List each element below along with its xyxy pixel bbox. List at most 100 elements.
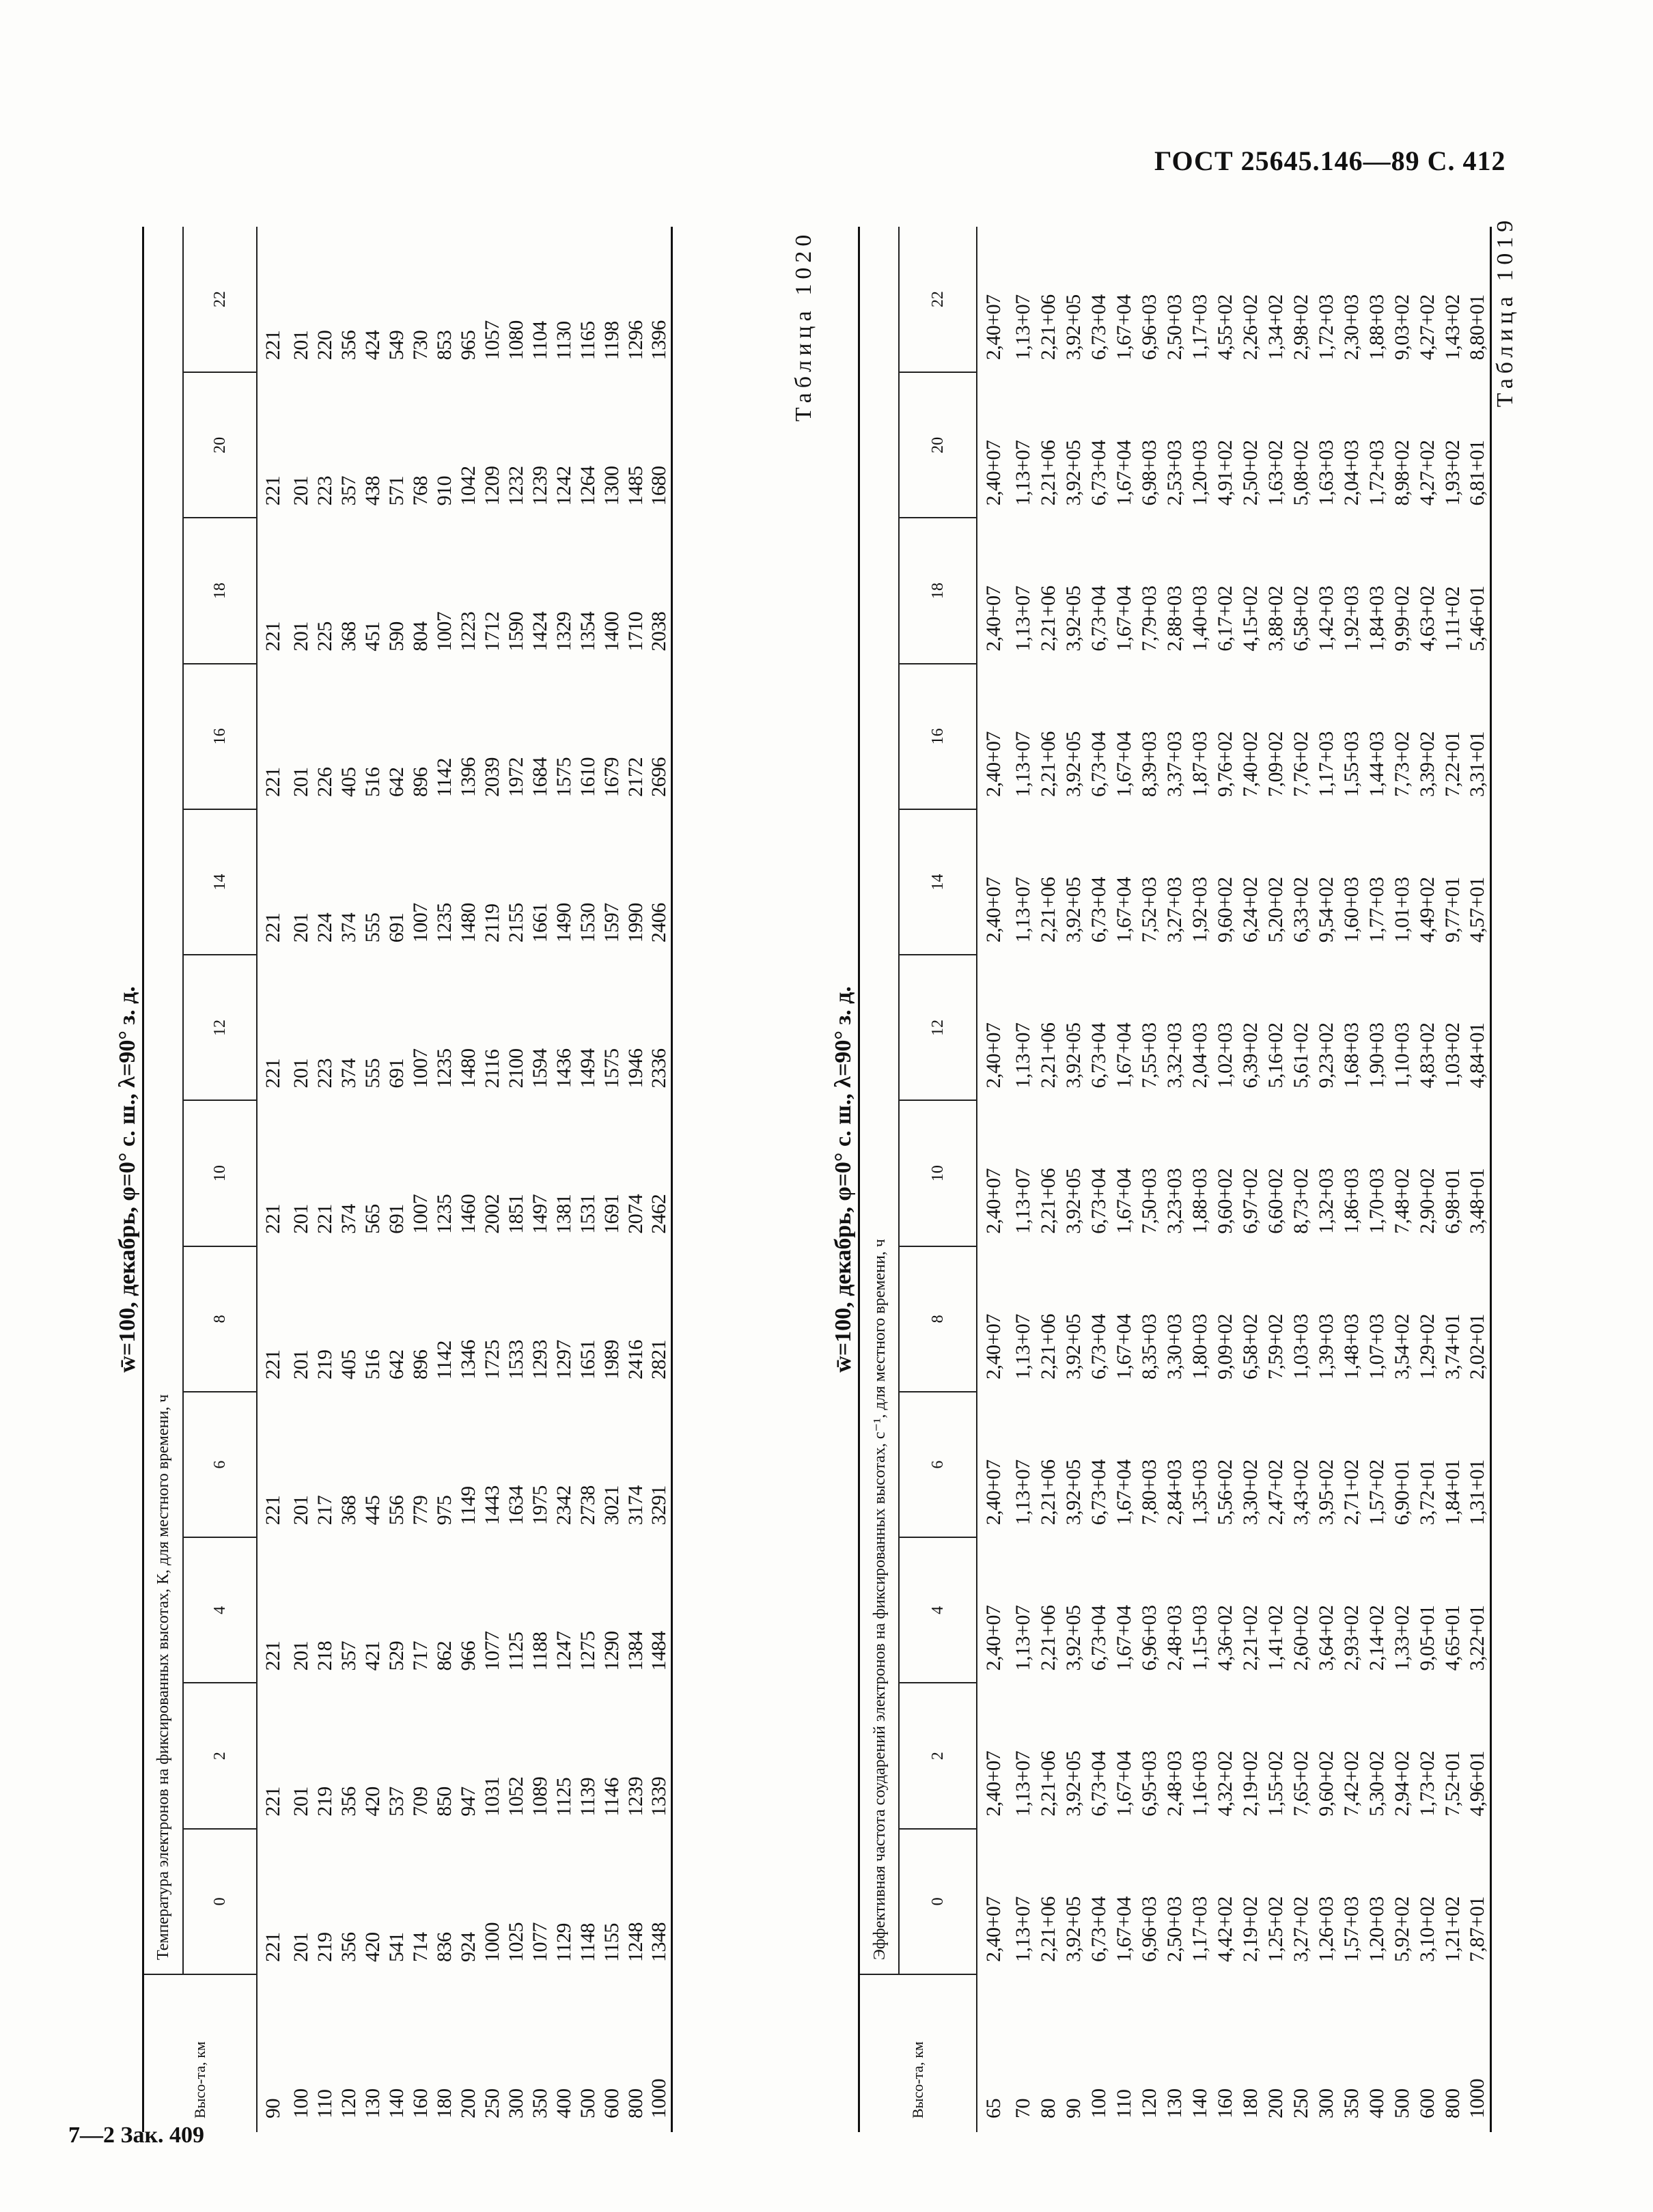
value-cell: 6,90+01 [1390,1459,1413,1526]
height-cell: 110 [313,2089,336,2118]
value-cell: 1436 [552,1048,575,1089]
value-cell: 6,33+02 [1289,877,1312,943]
value-cell: 4,15+02 [1238,585,1262,652]
value-cell: 4,36+02 [1213,1605,1236,1671]
data-row: 600 3,10+02 1,73+02 9,05+01 3,72+01 1,29+02 2,… [1415,227,1440,2132]
value-cell: 4,27+02 [1415,294,1439,361]
value-cell: 6,58+02 [1289,585,1312,652]
value-cell: 1679 [600,757,623,797]
value-cell: 3,48+01 [1465,1168,1488,1234]
value-cell: 804 [408,621,432,652]
height-cell: 500 [1390,2088,1413,2119]
height-cell: 65 [982,2099,1005,2118]
value-cell: 1000 [480,1922,503,1962]
value-cell: 7,80+03 [1137,1459,1161,1526]
value-cell: 9,60+02 [1213,877,1236,943]
height-cell: 400 [1365,2088,1388,2119]
hour-header: 18 [183,518,257,664]
value-cell: 1,67+04 [1112,877,1135,943]
value-cell: 1972 [504,757,527,797]
value-cell: 1,63+03 [1314,440,1337,506]
value-cell: 836 [432,1932,456,1963]
value-cell: 1396 [456,757,480,797]
table-body: 90 221 221 221 221 221 221 221 221 221 221 221 221 10… [257,227,672,2132]
value-cell: 2821 [648,1340,670,1380]
value-cell: 1,93+02 [1441,440,1464,506]
value-cell: 1129 [552,1923,575,1962]
hour-header: 18 [899,518,977,664]
value-cell: 590 [385,621,408,652]
height-cell: 90 [262,2099,284,2118]
table-head: Высо-та, км Эффективная частота соударени… [859,227,977,2132]
footer: 7—2 Зак. 409 [68,2123,205,2148]
data-row: 500 1148 1139 1275 2738 1651 1531 1494 1530 1610 1… [576,227,600,2132]
value-cell: 3,37+03 [1163,731,1186,797]
value-cell: 1,02+03 [1213,1022,1236,1089]
value-cell: 6,73+04 [1087,1022,1110,1089]
value-cell: 1346 [456,1340,480,1380]
value-cell: 1146 [600,1777,623,1817]
value-cell: 1,67+04 [1112,1022,1135,1089]
value-cell: 7,42+02 [1339,1750,1363,1817]
value-cell: 357 [337,1641,360,1671]
value-cell: 356 [337,1787,360,1817]
value-cell: 1480 [456,1048,480,1089]
value-cell: 220 [313,330,336,361]
value-cell: 5,30+02 [1365,1750,1388,1817]
value-cell: 6,95+03 [1137,1750,1161,1817]
height-cell: 250 [480,2088,503,2119]
value-cell: 1007 [432,611,456,652]
table-label: Таблица 1020 [791,229,816,422]
value-cell: 2038 [648,611,670,652]
value-cell: 1,68+03 [1339,1022,1363,1089]
value-cell: 1149 [456,1486,480,1526]
value-cell: 1148 [576,1923,599,1962]
value-cell: 1484 [648,1631,670,1671]
table-caption: Эффективная частота соударений электроно… [859,227,899,1974]
value-cell: 221 [262,476,284,506]
value-cell: 1297 [552,1340,575,1380]
value-cell: 2002 [480,1194,503,1234]
value-cell: 1,57+03 [1339,1896,1363,1962]
value-cell: 221 [262,767,284,798]
value-cell: 1,34+02 [1264,294,1287,361]
value-cell: 1975 [528,1485,551,1526]
data-row: 400 1,20+03 5,30+02 2,14+02 1,57+02 1,07+03 1,… [1364,227,1389,2132]
value-cell: 2,21+06 [1036,1314,1059,1380]
value-cell: 3,92+05 [1061,1605,1085,1671]
value-cell: 6,81+01 [1465,440,1488,506]
value-cell: 2,60+02 [1289,1605,1312,1671]
value-cell: 2,48+03 [1163,1750,1186,1817]
value-cell: 850 [432,1787,456,1817]
data-row: 300 1025 1052 1125 1634 1533 1851 2100 2155 1972 1… [504,227,528,2132]
value-cell: 1232 [504,466,527,506]
data-row: 250 3,27+02 7,65+02 2,60+02 3,43+02 1,03+03 8,… [1288,227,1314,2132]
value-cell: 1,13+07 [1011,1168,1034,1234]
value-cell: 3,95+02 [1314,1459,1337,1526]
value-cell: 7,55+03 [1137,1022,1161,1089]
value-cell: 1,84+03 [1365,585,1388,652]
height-cell: 160 [1213,2088,1236,2119]
data-row: 500 5,92+02 2,94+02 1,33+02 6,90+01 3,54+02 7,… [1389,227,1415,2132]
height-cell: 180 [1238,2088,1262,2119]
height-cell: 70 [1011,2099,1034,2118]
value-cell: 1989 [600,1340,623,1380]
value-cell: 6,73+04 [1087,1750,1110,1817]
value-cell: 1052 [504,1776,527,1817]
height-cell: 140 [385,2088,408,2119]
value-cell: 3,23+03 [1163,1168,1186,1234]
data-row: 120 356 356 357 368 405 374 374 374 405 368 357 356 [337,227,361,2132]
value-cell: 1,03+03 [1289,1314,1312,1380]
value-cell: 2,21+06 [1036,1022,1059,1089]
data-row: 140 1,17+03 1,16+03 1,15+03 1,35+03 1,80+03 1,… [1187,227,1212,2132]
value-cell: 1,77+03 [1365,877,1388,943]
value-cell: 2039 [480,757,503,797]
value-cell: 1,90+03 [1365,1022,1388,1089]
height-cell: 120 [337,2088,360,2119]
value-cell: 7,59+02 [1264,1314,1287,1380]
value-cell: 226 [313,767,336,798]
value-cell: 1080 [504,320,527,361]
value-cell: 1239 [528,466,551,506]
hour-header: 14 [899,809,977,955]
table-block: w̄=100, декабрь, φ=0° с. ш., λ=90° з. д.… [829,227,1492,2132]
